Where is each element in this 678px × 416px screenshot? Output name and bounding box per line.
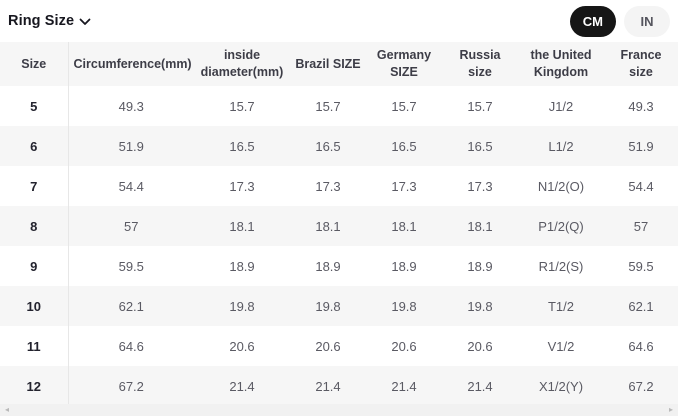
table-cell: 51.9	[604, 126, 678, 166]
table-cell: 54.4	[604, 166, 678, 206]
table-cell: 67.2	[604, 366, 678, 406]
table-cell: 18.1	[194, 206, 290, 246]
table-cell: 57	[68, 206, 194, 246]
table-cell: 67.2	[68, 366, 194, 406]
ring-size-table: Size Circumference(mm) inside diameter(m…	[0, 42, 678, 406]
table-cell: J1/2	[518, 86, 604, 126]
toolbar: Ring Size CM IN	[0, 0, 678, 42]
table-cell: 16.5	[442, 126, 518, 166]
table-cell: V1/2	[518, 326, 604, 366]
table-cell: 19.8	[442, 286, 518, 326]
size-cell: 11	[0, 326, 69, 366]
unit-toggle: CM IN	[569, 5, 670, 37]
table-cell: 15.7	[442, 86, 518, 126]
table-body: 5 49.3 15.7 15.7 15.7 15.7 J1/2 49.3 6 51.9 16.5 16…	[0, 86, 678, 406]
table-cell: 62.1	[604, 286, 678, 326]
size-cell: 9	[0, 246, 69, 286]
column-header-germany: Germany SIZE	[366, 42, 442, 86]
table-cell: X1/2(Y)	[518, 366, 604, 406]
table-header-row: Size Circumference(mm) inside diameter(m…	[0, 42, 678, 86]
table-cell: 62.1	[68, 286, 194, 326]
table-cell: 16.5	[366, 126, 442, 166]
size-cell: 12	[0, 366, 69, 406]
chevron-down-icon	[79, 17, 91, 26]
table-cell: 20.6	[442, 326, 518, 366]
table-cell: 18.9	[194, 246, 290, 286]
size-cell: 5	[0, 86, 69, 126]
table-cell: P1/2(Q)	[518, 206, 604, 246]
table-cell: 20.6	[366, 326, 442, 366]
table-cell: 19.8	[290, 286, 366, 326]
table-row: 11 64.6 20.6 20.6 20.6 20.6 V1/2 64.6	[0, 326, 678, 366]
table-row: 10 62.1 19.8 19.8 19.8 19.8 T1/2 62.1	[0, 286, 678, 326]
ring-size-dropdown[interactable]: Ring Size	[8, 13, 91, 29]
table-cell: 15.7	[194, 86, 290, 126]
table-cell: N1/2(O)	[518, 166, 604, 206]
size-cell: 8	[0, 206, 69, 246]
table-row: 5 49.3 15.7 15.7 15.7 15.7 J1/2 49.3	[0, 86, 678, 126]
table-cell: 21.4	[442, 366, 518, 406]
size-cell: 6	[0, 126, 69, 166]
table-row: 8 57 18.1 18.1 18.1 18.1 P1/2(Q) 57	[0, 206, 678, 246]
table-cell: 18.1	[290, 206, 366, 246]
size-cell: 10	[0, 286, 69, 326]
table-cell: 17.3	[290, 166, 366, 206]
table-cell: 17.3	[194, 166, 290, 206]
table-cell: 18.9	[290, 246, 366, 286]
table-cell: 17.3	[442, 166, 518, 206]
column-header-uk: the United Kingdom	[518, 42, 604, 86]
column-header-circumference: Circumference(mm)	[68, 42, 194, 86]
table-cell: 19.8	[194, 286, 290, 326]
table-cell: 16.5	[194, 126, 290, 166]
table-row: 9 59.5 18.9 18.9 18.9 18.9 R1/2(S) 59.5	[0, 246, 678, 286]
table-cell: 17.3	[366, 166, 442, 206]
in-toggle-button[interactable]: IN	[624, 5, 670, 37]
horizontal-scrollbar[interactable]: ◂ ▸	[0, 404, 678, 416]
column-header-russia: Russia size	[442, 42, 518, 86]
column-header-size: Size	[0, 42, 69, 86]
table-cell: 51.9	[68, 126, 194, 166]
table-cell: 18.1	[366, 206, 442, 246]
table-row: 6 51.9 16.5 16.5 16.5 16.5 L1/2 51.9	[0, 126, 678, 166]
table-header: Size Circumference(mm) inside diameter(m…	[0, 42, 678, 86]
table-cell: R1/2(S)	[518, 246, 604, 286]
table-cell: 15.7	[290, 86, 366, 126]
table-cell: 54.4	[68, 166, 194, 206]
table-cell: 59.5	[604, 246, 678, 286]
table-cell: 21.4	[194, 366, 290, 406]
scroll-left-icon[interactable]: ◂	[5, 405, 10, 414]
table-cell: 18.9	[442, 246, 518, 286]
cm-toggle-button[interactable]: CM	[569, 5, 616, 37]
table-cell: L1/2	[518, 126, 604, 166]
table-cell: 49.3	[68, 86, 194, 126]
table-cell: 18.1	[442, 206, 518, 246]
table-cell: 15.7	[366, 86, 442, 126]
scroll-right-icon[interactable]: ▸	[668, 405, 673, 414]
table-cell: 49.3	[604, 86, 678, 126]
table-cell: 64.6	[68, 326, 194, 366]
table-cell: T1/2	[518, 286, 604, 326]
table-cell: 59.5	[68, 246, 194, 286]
ring-size-dropdown-label: Ring Size	[8, 13, 75, 29]
size-cell: 7	[0, 166, 69, 206]
column-header-brazil: Brazil SIZE	[290, 42, 366, 86]
table-cell: 18.9	[366, 246, 442, 286]
column-header-france: France size	[604, 42, 678, 86]
table-cell: 57	[604, 206, 678, 246]
table-row: 12 67.2 21.4 21.4 21.4 21.4 X1/2(Y) 67.2	[0, 366, 678, 406]
table-cell: 19.8	[366, 286, 442, 326]
table-row: 7 54.4 17.3 17.3 17.3 17.3 N1/2(O) 54.4	[0, 166, 678, 206]
table-cell: 20.6	[290, 326, 366, 366]
table-cell: 64.6	[604, 326, 678, 366]
table-cell: 21.4	[290, 366, 366, 406]
table-cell: 21.4	[366, 366, 442, 406]
column-header-inside-diameter: inside diameter(mm)	[194, 42, 290, 86]
table-cell: 16.5	[290, 126, 366, 166]
table-cell: 20.6	[194, 326, 290, 366]
